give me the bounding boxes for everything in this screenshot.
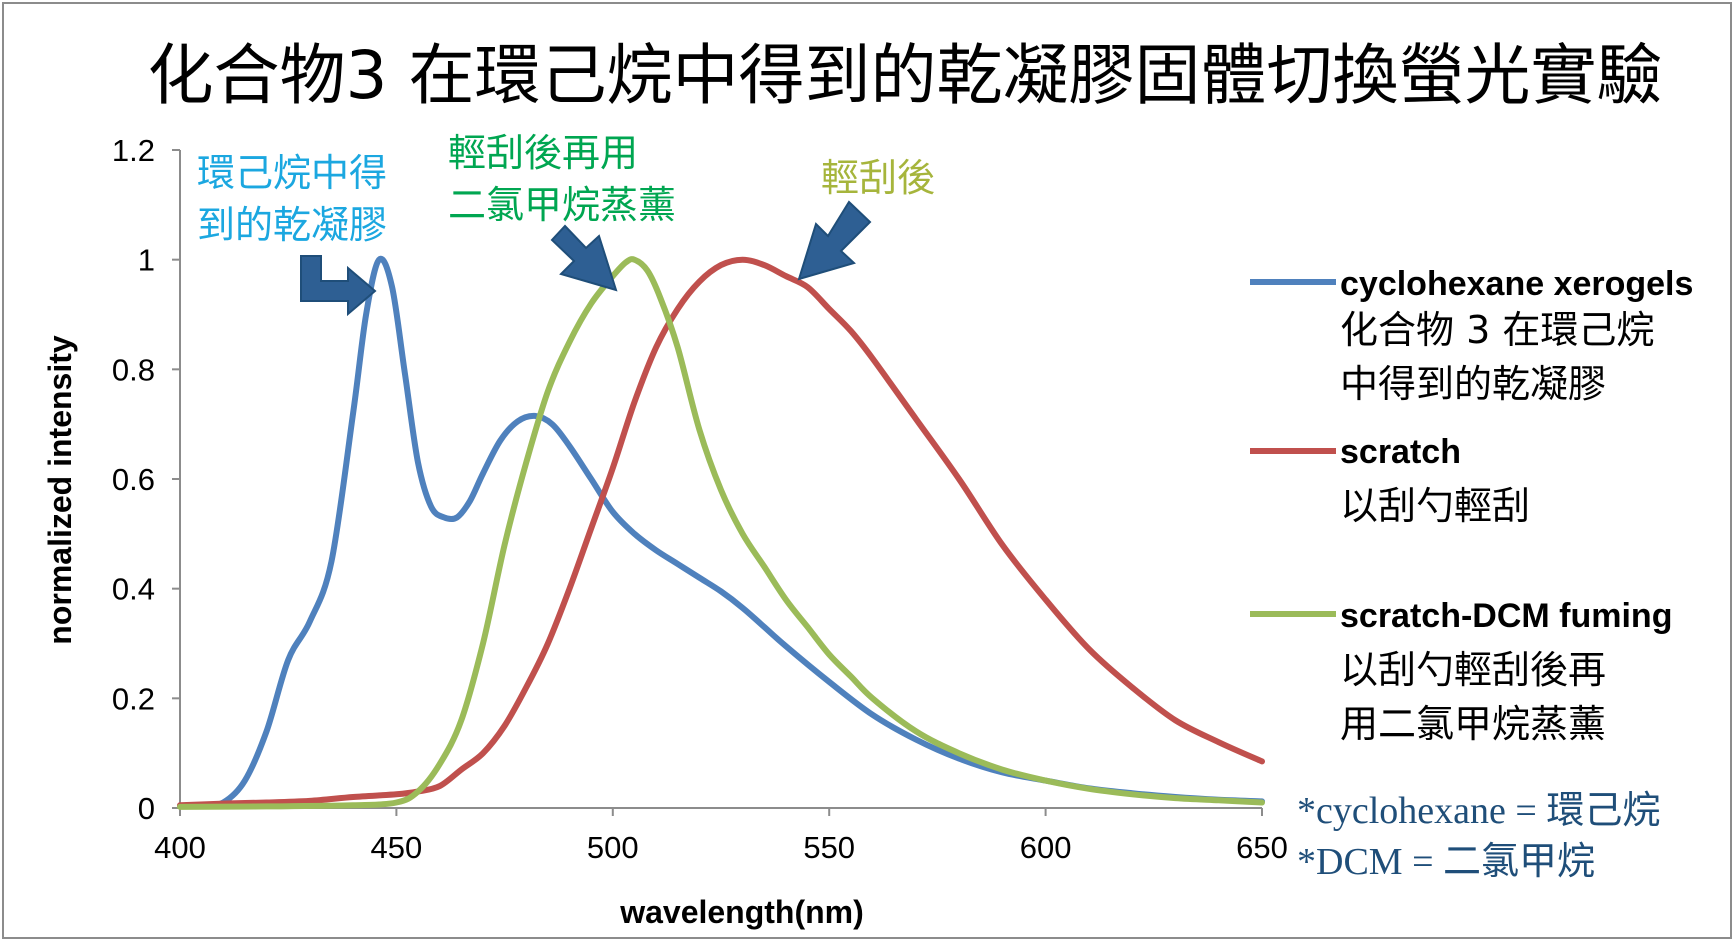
y-tick-label: 0.2	[112, 681, 155, 716]
series-line-scratch	[177, 256, 1265, 809]
y-tick-label: 0.6	[112, 462, 155, 497]
arrow-olive-annotation	[797, 200, 872, 281]
y-tick-label: 0.8	[112, 352, 155, 387]
y-tick-label: 1	[138, 243, 155, 278]
annotation-green-line1: 輕刮後再用	[448, 131, 638, 175]
legend-zh-dcm-1: 以刮勺輕刮後再	[1340, 648, 1606, 692]
annotation-blue-line2: 到的乾凝膠	[197, 203, 387, 247]
legend-zh-cyclohexane-1: 化合物 3 在環己烷	[1340, 308, 1654, 352]
legend-zh-scratch-1: 以刮勺輕刮	[1340, 484, 1530, 528]
note-dcm: *DCM = 二氯甲烷	[1297, 841, 1595, 883]
legend-label-scratch: scratch	[1340, 433, 1461, 471]
annotation-green-line2: 二氯甲烷蒸薰	[448, 183, 676, 227]
x-axis-label: wavelength(nm)	[619, 894, 864, 930]
y-axis-label: normalized intensity	[42, 335, 78, 645]
arrow-green-annotation	[550, 224, 618, 292]
series-line-cyclohexane-xerogels	[177, 255, 1265, 810]
y-tick-label: 0	[138, 791, 155, 826]
annotation-blue-line1: 環己烷中得	[197, 151, 387, 195]
y-tick-label: 1.2	[112, 133, 155, 168]
x-tick-label: 600	[1020, 830, 1072, 865]
note-cyclohexane: *cyclohexane = 環己烷	[1297, 790, 1660, 832]
x-tick-label: 450	[371, 830, 423, 865]
series-line-scratch-dcm-fuming	[177, 256, 1265, 810]
legend-label-cyclohexane: cyclohexane xerogels	[1340, 265, 1693, 303]
series-layer	[177, 255, 1265, 810]
legend-zh-dcm-2: 用二氯甲烷蒸薰	[1340, 702, 1606, 746]
x-tick-label: 400	[154, 830, 206, 865]
x-tick-label: 650	[1236, 830, 1288, 865]
y-tick-label: 0.4	[112, 572, 155, 607]
legend-label-dcm: scratch-DCM fuming	[1340, 597, 1672, 635]
axis-ticks: 400 450 500 550 600 650 0 0.2 0.4 0.6 0.8 1 1.2	[112, 133, 1288, 865]
annotation-olive-line1: 輕刮後	[821, 156, 935, 200]
arrow-blue-annotation	[300, 255, 377, 317]
chart-title: 化合物3 在環己烷中得到的乾凝膠固體切換螢光實驗	[148, 37, 1663, 114]
x-tick-label: 550	[803, 830, 855, 865]
x-tick-label: 500	[587, 830, 639, 865]
legend: cyclohexane xerogels 化合物 3 在環己烷 中得到的乾凝膠 …	[1250, 265, 1693, 746]
legend-zh-cyclohexane-2: 中得到的乾凝膠	[1340, 362, 1606, 406]
